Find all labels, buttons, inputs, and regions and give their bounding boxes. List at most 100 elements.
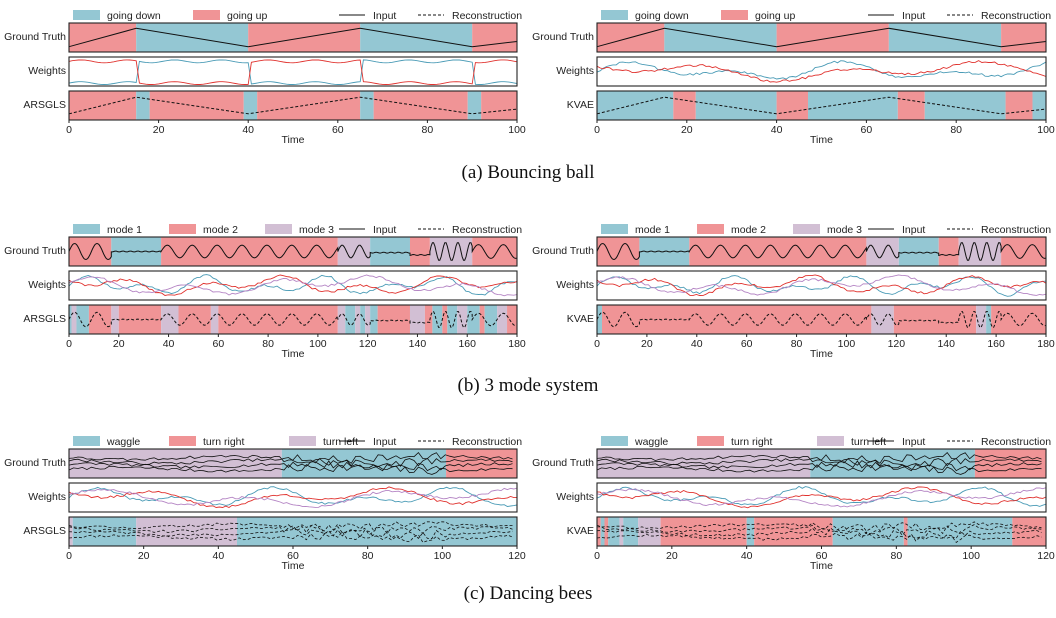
legend-label-mode-3: mode 3 [299,224,334,236]
legend-swatch-going-up [193,10,220,20]
weight-line-2 [596,274,1047,296]
legend-swatch-mode-3 [793,224,820,234]
reconstruction-line-1 [596,527,1042,540]
gt-segment-3 [337,237,371,266]
xtick-label-80: 80 [890,550,902,562]
inferred-segment-21 [447,305,458,334]
row-label-weights: Weights [28,279,66,291]
xtick-label-40: 40 [741,550,753,562]
weight-line-1 [596,274,1047,297]
caption-dancing-bees: (c) Dancing bees [463,583,593,604]
xtick-label-40: 40 [691,338,703,350]
xtick-label-20: 20 [641,338,653,350]
inferred-segment-6 [161,305,179,334]
xaxis-label: Time [810,348,833,360]
inferred-segment-3 [243,91,258,120]
legend-swatch-going-down [601,10,628,20]
row-label-ground-truth: Ground Truth [532,245,594,257]
weight-line-0 [596,60,1047,80]
legend-input-label: Input [902,436,925,448]
xtick-label-100: 100 [1037,124,1055,136]
xtick-label-60: 60 [332,124,344,136]
inferred-segment-18 [424,305,433,334]
xtick-label-20: 20 [666,550,678,562]
gt-segment-5 [409,237,430,266]
xtick-label-0: 0 [66,338,72,350]
legend-swatch-turn-right [169,436,196,446]
panel-2-col-0: waggle turn right turn left Input Reconstruc… [4,436,526,572]
inferred-segment-27 [507,305,517,334]
legend-label-turn-left: turn left [851,436,886,448]
legend-swatch-mode-2 [697,224,724,234]
row-label-ground-truth: Ground Truth [4,31,66,43]
legend-input-label: Input [902,10,925,22]
legend-swatch-turn-left [817,436,844,446]
weights-bg [597,57,1046,86]
inferred-segment-10 [832,517,904,546]
gt-segment-3 [866,237,899,266]
legend-swatch-mode-3 [265,224,292,234]
panel-1-col-1: mode 1 mode 2 mode 3 Input Reconstruction Gro… [532,224,1055,360]
xtick-label-180: 180 [508,338,526,350]
inferred-segment-15 [370,305,378,334]
legend-swatch-waggle [601,436,628,446]
gt-segment-0 [597,237,640,266]
row-frame-2 [68,304,518,335]
xtick-label-60: 60 [816,550,828,562]
inferred-segment-5 [623,517,639,546]
legend-reconstruction-label: Reconstruction [452,436,522,448]
gt-input-line-0 [596,464,1042,475]
weight-line-1 [596,60,1047,83]
inferred-segment-12 [907,517,1013,546]
reconstruction-line-2 [597,524,1042,537]
inferred-segment-5 [986,305,992,334]
weight-line-0 [68,486,518,507]
gt-input-line-2 [68,457,513,468]
inferred-segment-10 [337,305,346,334]
xtick-label-60: 60 [861,124,873,136]
xtick-label-120: 120 [1037,550,1055,562]
inferred-segment-1 [136,91,150,120]
row-label-ground-truth: Ground Truth [532,457,594,469]
legend-reconstruction-label: Reconstruction [981,436,1051,448]
row-frame-1 [596,56,1047,87]
panel-0-col-0: going down going up Input Reconstruction Gro… [4,10,526,146]
inferred-segment-14 [365,305,371,334]
row-label-weights: Weights [556,279,594,291]
xtick-label-100: 100 [838,338,856,350]
inferred-segment-5 [360,91,374,120]
inferred-segment-6 [991,305,1046,334]
legend-label-going-up: going up [755,10,795,22]
reconstruction-line [596,96,1047,115]
legend-swatch-mode-1 [601,224,628,234]
legend-label-turn-left: turn left [323,436,358,448]
xtick-label-40: 40 [212,550,224,562]
inferred-segment-0 [597,91,674,120]
inferred-segment-5 [118,305,162,334]
xtick-label-160: 160 [458,338,476,350]
gt-segment-6 [429,237,473,266]
panel-0-col-1: going down going up Input Reconstruction Gro… [532,10,1055,146]
gt-input-line-3 [68,452,513,464]
reconstruction-line-0 [596,531,1042,543]
legend-label-going-down: going down [635,10,689,22]
xtick-label-120: 120 [888,338,906,350]
reconstruction-line [596,311,1047,328]
xaxis-label: Time [810,134,833,146]
legend-label-mode-3: mode 3 [827,224,862,236]
inferred-segment-7 [660,517,747,546]
inferred-segment-8 [746,517,755,546]
legend-swatch-mode-1 [73,224,100,234]
legend-label-waggle: waggle [634,436,668,448]
legend-label-mode-1: mode 1 [635,224,670,236]
inferred-segment-19 [432,305,443,334]
legend-reconstruction-label: Reconstruction [981,224,1051,236]
gt-input-line [596,27,1047,48]
inferred-segment-8 [1032,91,1046,120]
panel-1-col-0: mode 1 mode 2 mode 3 Input Reconstruction Gro… [4,224,526,360]
inferred-segment-4 [976,305,987,334]
legend-swatch-going-up [721,10,748,20]
row-label-model: KVAE [567,313,594,325]
weights-bg [597,483,1046,512]
